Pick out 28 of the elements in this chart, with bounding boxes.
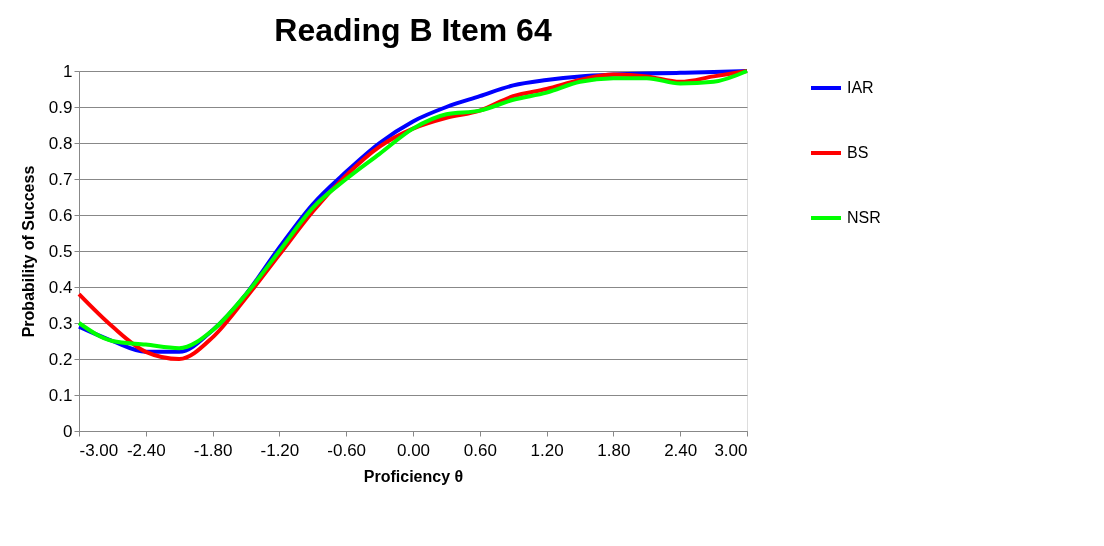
x-tick-label: -0.60 — [327, 440, 367, 460]
y-tick-label: 0 — [63, 421, 73, 441]
x-tick-label: 1.80 — [597, 440, 631, 460]
legend-label: IAR — [847, 79, 874, 96]
y-tick-label: 0.5 — [48, 241, 73, 261]
legend-label: BS — [847, 144, 869, 161]
y-axis-title: Probability of Success — [19, 165, 37, 338]
x-tick-label: 2.40 — [664, 440, 698, 460]
x-tick-label: -2.40 — [126, 440, 166, 460]
y-tick-label: 0.1 — [48, 385, 73, 405]
x-tick-label: 0.00 — [396, 440, 431, 460]
x-tick-label: 3.00 — [714, 440, 748, 460]
x-tick-label: -1.80 — [193, 440, 233, 460]
x-axis-title: Proficiency θ — [363, 467, 464, 485]
y-tick-label: 0.7 — [48, 169, 73, 189]
chart-title: Reading B Item 64 — [274, 12, 552, 48]
x-tick-label: 0.60 — [463, 440, 497, 460]
y-tick-label: 0.3 — [48, 313, 73, 333]
y-tick-label: 0.9 — [48, 97, 73, 117]
y-tick-label: 0.2 — [48, 349, 73, 369]
y-tick-label: 0.8 — [48, 133, 73, 153]
legend-label: NSR — [847, 209, 881, 226]
x-tick-label: -1.20 — [260, 440, 300, 460]
x-tick-label: 1.20 — [530, 440, 564, 460]
y-tick-label: 0.4 — [48, 277, 73, 297]
y-tick-label: 0.6 — [48, 205, 73, 225]
x-tick-label: -3.00 — [79, 440, 119, 460]
y-tick-label: 1 — [63, 61, 73, 81]
